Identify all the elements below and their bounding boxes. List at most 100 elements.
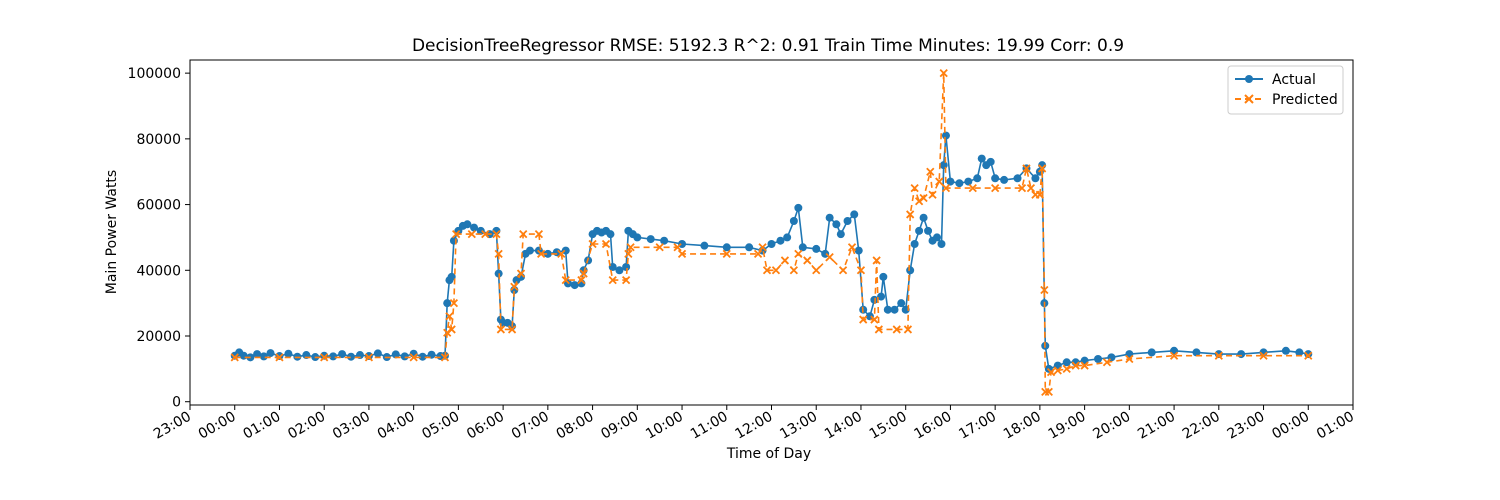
data-point-actual <box>783 233 792 242</box>
legend: Actual Predicted <box>1227 65 1344 115</box>
data-point-predicted <box>1304 351 1313 360</box>
data-point-predicted <box>409 353 418 362</box>
data-point-predicted <box>449 299 459 308</box>
legend-actual-marker <box>1245 75 1253 83</box>
data-point-predicted <box>1080 361 1089 370</box>
data-point-predicted <box>492 230 501 239</box>
data-point-actual <box>890 305 899 314</box>
data-point-actual <box>418 352 427 361</box>
data-point-actual <box>259 352 268 361</box>
data-point-predicted <box>1214 351 1223 360</box>
data-point-predicted <box>621 276 631 285</box>
data-point-predicted <box>534 230 544 239</box>
data-point-predicted <box>771 266 781 275</box>
data-point-actual <box>843 217 852 225</box>
data-point-predicted <box>892 325 901 334</box>
data-point-predicted <box>626 243 635 252</box>
data-point-predicted <box>838 266 848 275</box>
data-point-predicted <box>507 325 517 334</box>
data-point-predicted <box>758 243 767 252</box>
data-point-actual <box>924 226 933 235</box>
data-point-predicted <box>1040 285 1049 295</box>
data-point-actual <box>883 305 892 314</box>
data-point-predicted <box>803 256 812 265</box>
data-point-predicted <box>440 353 450 362</box>
data-point-predicted <box>968 184 977 193</box>
data-point-predicted <box>939 69 948 78</box>
data-point-actual <box>933 233 942 242</box>
data-point-predicted <box>935 177 944 186</box>
y-tick-label: 40000 <box>136 263 181 279</box>
data-point-actual <box>937 240 946 248</box>
data-point-predicted <box>1026 184 1036 193</box>
data-point-predicted <box>579 269 588 278</box>
legend-predicted-label: Predicted <box>1272 92 1338 108</box>
data-point-actual <box>919 213 928 222</box>
data-point-predicted <box>494 249 503 258</box>
data-point-actual <box>1094 355 1103 363</box>
data-point-actual <box>1295 348 1304 357</box>
data-point-actual <box>745 243 754 252</box>
data-point-predicted <box>655 243 664 252</box>
data-point-predicted <box>856 266 866 275</box>
data-point-actual <box>525 246 534 255</box>
data-point-predicted <box>1046 368 1056 377</box>
data-point-predicted <box>1053 366 1062 375</box>
data-point-actual <box>789 217 798 225</box>
series-layer <box>230 69 1313 396</box>
data-point-actual <box>1147 348 1156 357</box>
data-point-actual <box>463 220 472 229</box>
data-point-predicted <box>624 249 633 258</box>
legend-predicted-marker <box>1244 94 1254 104</box>
data-point-predicted <box>677 249 687 258</box>
data-point-predicted <box>1071 361 1080 370</box>
data-point-predicted <box>447 325 456 334</box>
data-point-actual <box>338 350 347 359</box>
data-point-actual <box>946 177 955 186</box>
data-point-actual <box>646 235 655 244</box>
y-axis-label: Main Power Watts <box>104 170 120 294</box>
data-point-actual <box>700 241 709 250</box>
data-point-predicted <box>753 249 763 258</box>
y-tick-label: 60000 <box>136 198 181 214</box>
data-point-actual <box>373 349 382 358</box>
data-point-predicted <box>1259 351 1268 360</box>
data-point-actual <box>400 352 409 361</box>
data-point-predicted <box>847 243 857 252</box>
data-point-actual <box>543 249 552 258</box>
data-point-actual <box>915 226 924 235</box>
data-point-predicted <box>928 190 937 199</box>
data-point-actual <box>879 272 888 281</box>
data-point-actual <box>1000 175 1009 184</box>
data-point-actual <box>973 174 982 183</box>
data-point-actual <box>606 230 615 239</box>
data-point-predicted <box>601 239 611 249</box>
data-point-actual <box>877 292 886 301</box>
data-point-predicted <box>789 266 799 275</box>
data-point-actual <box>798 243 807 252</box>
data-point-actual <box>991 174 1000 183</box>
data-point-predicted <box>561 276 570 285</box>
data-point-predicted <box>481 230 490 239</box>
data-point-actual <box>825 213 834 222</box>
data-point-predicted <box>926 167 935 176</box>
data-point-predicted <box>874 325 883 334</box>
data-point-actual <box>239 351 248 360</box>
data-point-actual <box>832 220 841 229</box>
data-point-predicted <box>1169 351 1179 360</box>
data-point-actual <box>812 244 821 253</box>
data-point-actual <box>955 179 964 188</box>
data-point-predicted <box>794 249 803 258</box>
data-point-actual <box>633 233 642 242</box>
data-point-actual <box>776 236 785 245</box>
data-point-actual <box>449 236 458 245</box>
data-point-actual <box>1062 358 1071 367</box>
data-point-actual <box>941 131 950 140</box>
data-point-predicted <box>919 193 928 203</box>
data-point-actual <box>443 299 452 308</box>
data-point-actual <box>284 349 293 358</box>
data-point-predicted <box>872 256 881 265</box>
data-point-predicted <box>1044 387 1053 396</box>
data-point-actual <box>906 266 915 275</box>
